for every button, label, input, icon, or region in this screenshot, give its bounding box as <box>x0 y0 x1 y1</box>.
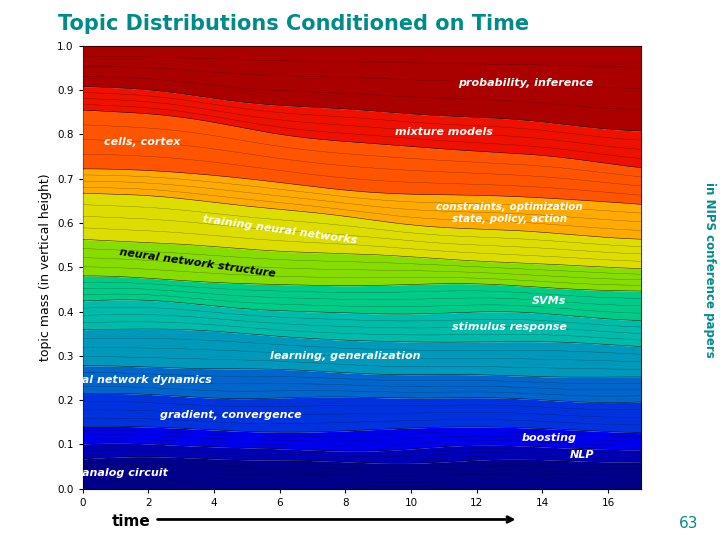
Text: 63: 63 <box>679 516 698 531</box>
Text: learning, generalization: learning, generalization <box>270 352 420 361</box>
Text: cells, cortex: cells, cortex <box>104 137 180 147</box>
Text: neural network dynamics: neural network dynamics <box>53 375 212 385</box>
Text: Topic Distributions Conditioned on Time: Topic Distributions Conditioned on Time <box>58 14 528 33</box>
Text: constraints, optimization
state, policy, action: constraints, optimization state, policy,… <box>436 202 583 224</box>
Text: stimulus response: stimulus response <box>452 322 567 332</box>
Text: NLP: NLP <box>570 450 594 460</box>
Y-axis label: topic mass (in vertical height): topic mass (in vertical height) <box>39 173 52 361</box>
Text: neural network structure: neural network structure <box>119 247 276 279</box>
Text: gradient, convergence: gradient, convergence <box>160 410 301 420</box>
Text: probability, inference: probability, inference <box>459 78 593 88</box>
Text: time: time <box>112 514 150 529</box>
Text: mixture models: mixture models <box>395 127 493 137</box>
Text: analog circuit: analog circuit <box>83 468 168 478</box>
Text: boosting: boosting <box>521 433 577 443</box>
Text: training neural networks: training neural networks <box>202 214 358 246</box>
Text: SVMs: SVMs <box>531 296 566 306</box>
Text: in NIPS conference papers: in NIPS conference papers <box>703 182 716 358</box>
